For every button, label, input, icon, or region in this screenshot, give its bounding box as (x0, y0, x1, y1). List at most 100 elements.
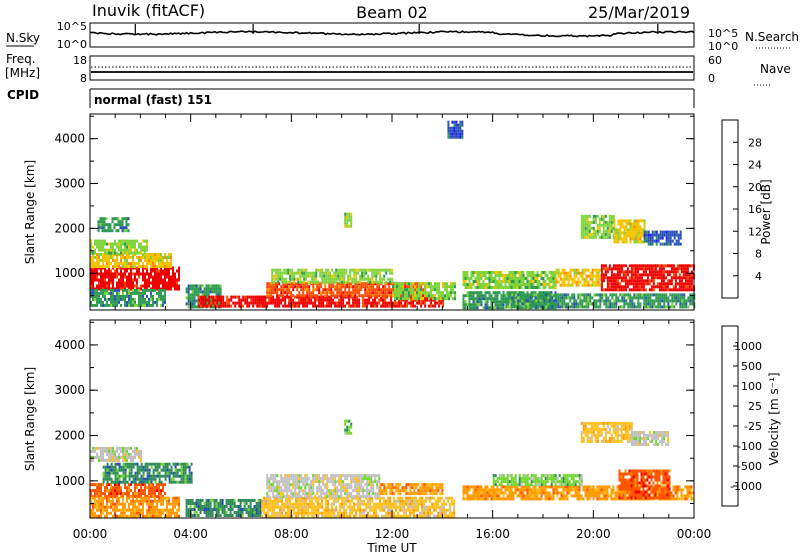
data-cell (107, 472, 109, 475)
data-cell (293, 512, 295, 515)
data-cell (661, 270, 663, 273)
data-cell (620, 237, 622, 240)
data-cell (130, 285, 132, 288)
data-cell (617, 282, 619, 285)
data-cell (210, 505, 212, 508)
data-cell (361, 278, 363, 281)
data-cell (436, 282, 438, 285)
data-cell (202, 284, 204, 287)
data-cell (641, 293, 643, 296)
data-cell (479, 297, 481, 300)
data-cell (96, 276, 98, 279)
data-cell (390, 299, 392, 302)
data-cell (646, 234, 648, 237)
data-cell (581, 215, 583, 218)
data-cell (108, 489, 110, 492)
data-cell (601, 224, 603, 227)
data-cell (584, 281, 586, 284)
data-cell (158, 276, 160, 279)
data-cell (689, 276, 691, 279)
data-cell (92, 483, 94, 486)
data-cell (324, 288, 326, 291)
data-cell (92, 304, 94, 307)
data-cell (363, 269, 365, 272)
data-cell (138, 495, 140, 498)
data-cell (442, 294, 444, 297)
data-cell (158, 500, 160, 503)
data-cell (386, 294, 388, 297)
data-cell (587, 230, 589, 233)
data-cell (609, 215, 611, 218)
data-cell (371, 269, 373, 272)
data-cell (348, 225, 350, 228)
data-cell (206, 508, 208, 511)
data-cell (477, 277, 479, 280)
data-cell (142, 265, 144, 268)
data-cell (154, 289, 156, 292)
data-cell (665, 288, 667, 291)
data-cell (234, 505, 236, 508)
data-cell (585, 299, 587, 302)
data-cell (681, 302, 683, 305)
data-cell (100, 500, 102, 503)
data-cell (463, 277, 465, 280)
data-cell (617, 276, 619, 279)
data-cell (146, 279, 148, 282)
data-cell (189, 475, 191, 478)
data-cell (312, 291, 314, 294)
data-cell (152, 259, 154, 262)
data-cell (537, 277, 539, 280)
data-cell (289, 500, 291, 503)
data-cell (412, 285, 414, 288)
data-cell (214, 287, 216, 290)
data-cell (406, 297, 408, 300)
data-cell (661, 296, 663, 299)
data-cell (402, 288, 404, 291)
data-cell (621, 293, 623, 296)
data-cell (272, 302, 274, 305)
data-cell (591, 296, 593, 299)
data-cell (106, 298, 108, 301)
data-cell (451, 121, 453, 124)
data-cell (583, 230, 585, 233)
data-cell (242, 296, 244, 299)
data-cell (643, 293, 645, 296)
data-cell (557, 299, 559, 302)
data-cell (465, 306, 467, 309)
data-cell (128, 515, 130, 518)
data-cell (619, 273, 621, 276)
data-cell (158, 285, 160, 288)
data-cell (160, 289, 162, 292)
data-cell (116, 256, 118, 259)
data-cell (601, 293, 603, 296)
data-cell (196, 299, 198, 302)
data-cell (158, 270, 160, 273)
data-cell (268, 302, 270, 305)
data-cell (124, 249, 126, 252)
data-cell (527, 277, 529, 280)
data-cell (120, 270, 122, 273)
data-cell (663, 293, 665, 296)
data-cell (603, 221, 605, 224)
data-cell (214, 505, 216, 508)
data-cell (174, 288, 176, 291)
data-cell (675, 273, 677, 276)
data-cell (162, 262, 164, 265)
data-cell (473, 283, 475, 286)
data-cell (289, 506, 291, 509)
data-cell (475, 303, 477, 306)
data-cell (529, 293, 531, 296)
data-cell (666, 243, 668, 246)
data-cell (284, 299, 286, 302)
data-cell (116, 489, 118, 492)
data-cell (98, 285, 100, 288)
data-cell (543, 305, 545, 308)
data-cell (168, 285, 170, 288)
data-cell (292, 299, 294, 302)
data-cell (169, 469, 171, 472)
data-cell (414, 288, 416, 291)
data-cell (168, 256, 170, 259)
data-cell (667, 273, 669, 276)
data-cell (382, 302, 384, 305)
data-cell (173, 481, 175, 484)
